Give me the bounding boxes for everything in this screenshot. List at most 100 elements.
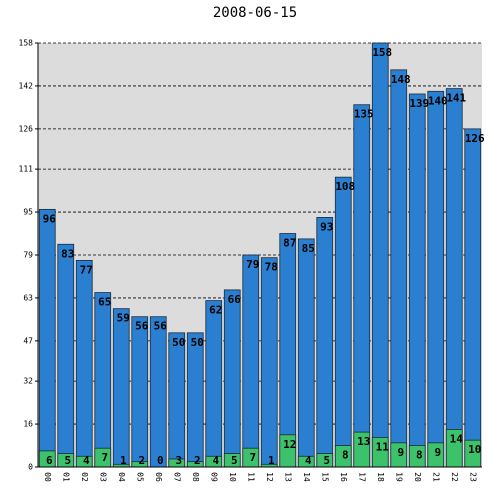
value-label: 11: [376, 440, 390, 453]
bar: [242, 254, 260, 468]
bar: [260, 257, 278, 468]
value-label: 140: [428, 94, 448, 107]
bar: [427, 90, 445, 468]
value-label: 50: [191, 336, 204, 349]
x-tick-label: 02: [80, 472, 89, 482]
bar: [94, 292, 112, 468]
value-label: 126: [465, 132, 485, 145]
x-tick-label: 13: [283, 472, 292, 482]
value-label: 4: [212, 454, 219, 467]
y-tick-label: 79: [23, 251, 33, 260]
value-label: 139: [409, 97, 429, 110]
bar: [57, 243, 75, 468]
x-tick-label: 03: [98, 472, 107, 482]
y-tick-label: 111: [19, 165, 34, 174]
x-tick-label: 04: [117, 472, 126, 482]
x-tick-label: 11: [246, 472, 255, 482]
bar: [371, 42, 389, 468]
x-tick-label: 07: [172, 472, 181, 482]
value-label: 141: [446, 92, 466, 105]
value-label: 85: [302, 242, 315, 255]
value-label: 9: [397, 446, 404, 459]
value-label: 2: [194, 454, 201, 467]
x-tick-label: 15: [320, 472, 329, 482]
bar: [112, 308, 130, 468]
y-tick-label: 47: [23, 336, 33, 345]
value-label: 1: [268, 454, 275, 467]
bar: [408, 93, 426, 468]
value-label: 148: [391, 73, 411, 86]
value-label: 78: [265, 261, 278, 274]
value-label: 8: [342, 449, 349, 462]
value-label: 7: [101, 451, 108, 464]
value-label: 77: [80, 263, 93, 276]
value-label: 5: [231, 454, 238, 467]
value-label: 50: [172, 336, 185, 349]
value-label: 79: [246, 258, 259, 271]
y-tick-label: 142: [19, 81, 34, 90]
bar: [334, 176, 352, 468]
value-label: 0: [157, 454, 164, 467]
value-label: 56: [154, 320, 168, 333]
bar: [75, 259, 93, 468]
value-label: 2: [138, 454, 145, 467]
bar: [131, 316, 149, 468]
x-tick-label: 20: [413, 472, 422, 482]
y-tick-label: 126: [19, 124, 34, 133]
y-tick-label: 63: [23, 293, 33, 302]
value-label: 4: [305, 454, 312, 467]
x-tick-label: 22: [450, 472, 459, 482]
y-tick-label: 16: [23, 420, 33, 429]
x-tick-label: 18: [376, 472, 385, 482]
value-label: 87: [283, 237, 296, 250]
chart-title: 2008-06-15: [213, 5, 297, 21]
bar: [464, 128, 482, 468]
x-tick-label: 12: [265, 472, 274, 482]
bar: [205, 300, 223, 468]
x-tick-label: 21: [431, 472, 440, 482]
bar: [445, 88, 463, 468]
bar: [149, 316, 167, 468]
bar: [353, 104, 371, 468]
y-tick-label: 32: [23, 377, 33, 386]
value-label: 3: [175, 454, 182, 467]
value-label: 13: [357, 435, 370, 448]
value-label: 108: [335, 180, 355, 193]
value-label: 12: [283, 438, 296, 451]
bar: [186, 332, 204, 468]
y-tick-label: 158: [19, 39, 34, 48]
bar: [38, 208, 56, 468]
x-tick-label: 19: [394, 472, 403, 482]
x-tick-label: 08: [191, 472, 200, 482]
bar: [279, 233, 297, 468]
value-label: 56: [135, 320, 149, 333]
value-label: 65: [98, 296, 111, 309]
x-tick-label: 00: [43, 472, 52, 482]
value-label: 96: [43, 212, 57, 225]
value-label: 1: [120, 454, 127, 467]
value-label: 14: [450, 432, 464, 445]
x-tick-label: 09: [209, 472, 218, 482]
value-label: 93: [320, 220, 333, 233]
value-label: 4: [83, 454, 90, 467]
y-tick-label: 95: [23, 208, 33, 217]
value-label: 10: [468, 443, 481, 456]
bar: [390, 69, 408, 468]
x-tick-label: 05: [135, 472, 144, 482]
bar: [168, 332, 186, 468]
x-tick-label: 06: [154, 472, 163, 482]
x-tick-label: 10: [228, 472, 237, 482]
x-tick-label: 17: [357, 472, 366, 482]
x-tick-label: 14: [302, 472, 311, 482]
value-label: 9: [434, 446, 441, 459]
value-label: 6: [46, 454, 53, 467]
bar: [223, 289, 241, 468]
value-label: 8: [416, 449, 423, 462]
value-label: 158: [372, 46, 392, 59]
value-label: 5: [323, 454, 330, 467]
value-label: 7: [249, 451, 256, 464]
value-label: 135: [354, 108, 374, 121]
bar: [297, 238, 315, 468]
value-label: 66: [228, 293, 242, 306]
